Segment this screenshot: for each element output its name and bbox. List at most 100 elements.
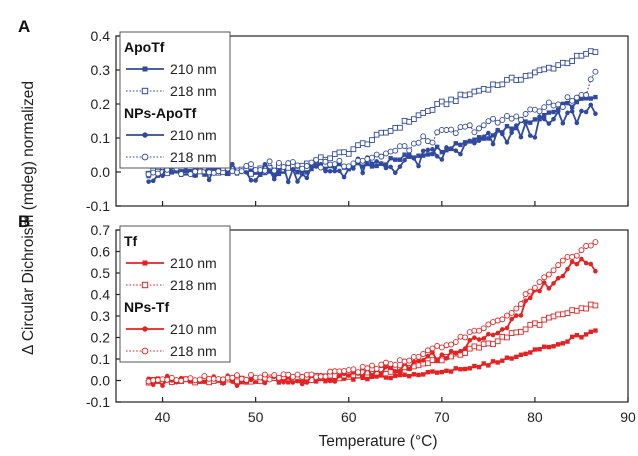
data-point: [304, 170, 310, 175]
data-point: [420, 110, 427, 116]
legend-swatch-marker: [142, 260, 148, 266]
data-point: [593, 94, 598, 100]
data-point: [509, 130, 514, 135]
data-point: [495, 330, 500, 336]
data-point: [471, 129, 478, 136]
data-point: [513, 313, 519, 318]
data-point: [583, 332, 589, 337]
x-tick-label: 40: [155, 409, 171, 425]
data-point: [551, 109, 556, 115]
data-point: [429, 357, 436, 363]
data-point: [397, 124, 403, 131]
legend-group-title: NPs-Tf: [124, 299, 169, 315]
y-tick-label: 0.3: [91, 308, 111, 324]
data-point: [355, 142, 361, 149]
data-point: [546, 110, 552, 115]
data-point: [257, 167, 264, 173]
data-point: [522, 111, 529, 117]
data-point: [448, 146, 454, 151]
data-point: [272, 173, 277, 178]
data-point: [393, 157, 398, 162]
data-point: [555, 262, 562, 269]
legend-entry-label: 218 nm: [170, 83, 217, 99]
data-point: [248, 371, 254, 378]
data-point: [345, 151, 352, 157]
legend-box: [119, 225, 231, 363]
legend-swatch-marker: [141, 281, 149, 289]
data-point: [309, 164, 314, 169]
data-point: [476, 135, 482, 140]
data-point: [406, 147, 413, 154]
data-point: [317, 154, 324, 161]
data-point: [448, 96, 454, 103]
data-point: [574, 99, 579, 105]
data-point: [202, 379, 207, 385]
data-point: [541, 116, 547, 122]
data-point: [243, 376, 250, 383]
data-point: [513, 329, 520, 336]
data-point: [271, 372, 278, 379]
data-point: [345, 367, 352, 373]
data-point: [365, 376, 370, 382]
data-point: [295, 179, 300, 184]
data-point: [467, 138, 473, 144]
data-point: [425, 108, 431, 114]
data-point: [150, 382, 156, 388]
y-tick-label: -0.1: [86, 394, 110, 410]
y-tick-label: -0.1: [86, 198, 110, 214]
legend-entry-label: 218 nm: [170, 343, 217, 359]
data-point: [267, 168, 272, 173]
data-point: [299, 171, 305, 177]
data-point: [416, 372, 421, 378]
legend-entry-label: 218 nm: [170, 149, 217, 165]
data-point: [508, 330, 515, 336]
data-point: [229, 374, 236, 381]
data-point: [583, 96, 589, 101]
data-point: [429, 139, 436, 146]
data-point: [341, 174, 347, 180]
data-point: [574, 120, 580, 126]
data-point: [490, 133, 496, 138]
data-point: [504, 334, 510, 341]
data-point: [430, 369, 435, 374]
data-point: [453, 148, 459, 153]
data-point: [452, 98, 459, 105]
legend-entry-label: 210 nm: [170, 321, 217, 337]
data-point: [593, 328, 598, 333]
data-point: [374, 374, 379, 379]
data-point: [439, 157, 445, 162]
data-point: [337, 161, 342, 167]
data-point: [341, 376, 347, 381]
data-point: [560, 120, 566, 126]
data-point: [569, 259, 575, 265]
data-point: [434, 370, 440, 375]
data-point: [248, 177, 254, 183]
data-point: [420, 133, 427, 140]
data-point: [295, 170, 300, 175]
data-point: [500, 131, 505, 137]
y-tick-label: 0.2: [91, 96, 111, 112]
data-point: [550, 102, 557, 109]
data-point: [351, 377, 356, 382]
data-point: [578, 52, 585, 59]
panel-a: A -0.1 0.0 0.1 0.2 0.3 0.4 ApoTf 210 nm 218 nm NPs…: [18, 17, 629, 214]
legend-entry-label: 210 nm: [170, 255, 217, 271]
data-point: [248, 377, 254, 383]
data-point: [168, 374, 175, 381]
data-point: [416, 163, 421, 169]
data-point: [573, 307, 580, 314]
data-point: [555, 275, 561, 281]
data-point: [458, 142, 463, 148]
data-point: [490, 81, 496, 88]
y-tick-label: 0.4: [91, 287, 111, 303]
data-point: [402, 157, 407, 163]
data-point: [421, 372, 426, 377]
data-point: [289, 159, 296, 166]
data-point: [537, 114, 542, 119]
data-point: [466, 91, 473, 98]
data-point: [369, 154, 375, 161]
data-point: [504, 312, 510, 319]
data-point: [480, 122, 487, 129]
data-point: [430, 146, 435, 152]
data-point: [313, 374, 320, 381]
